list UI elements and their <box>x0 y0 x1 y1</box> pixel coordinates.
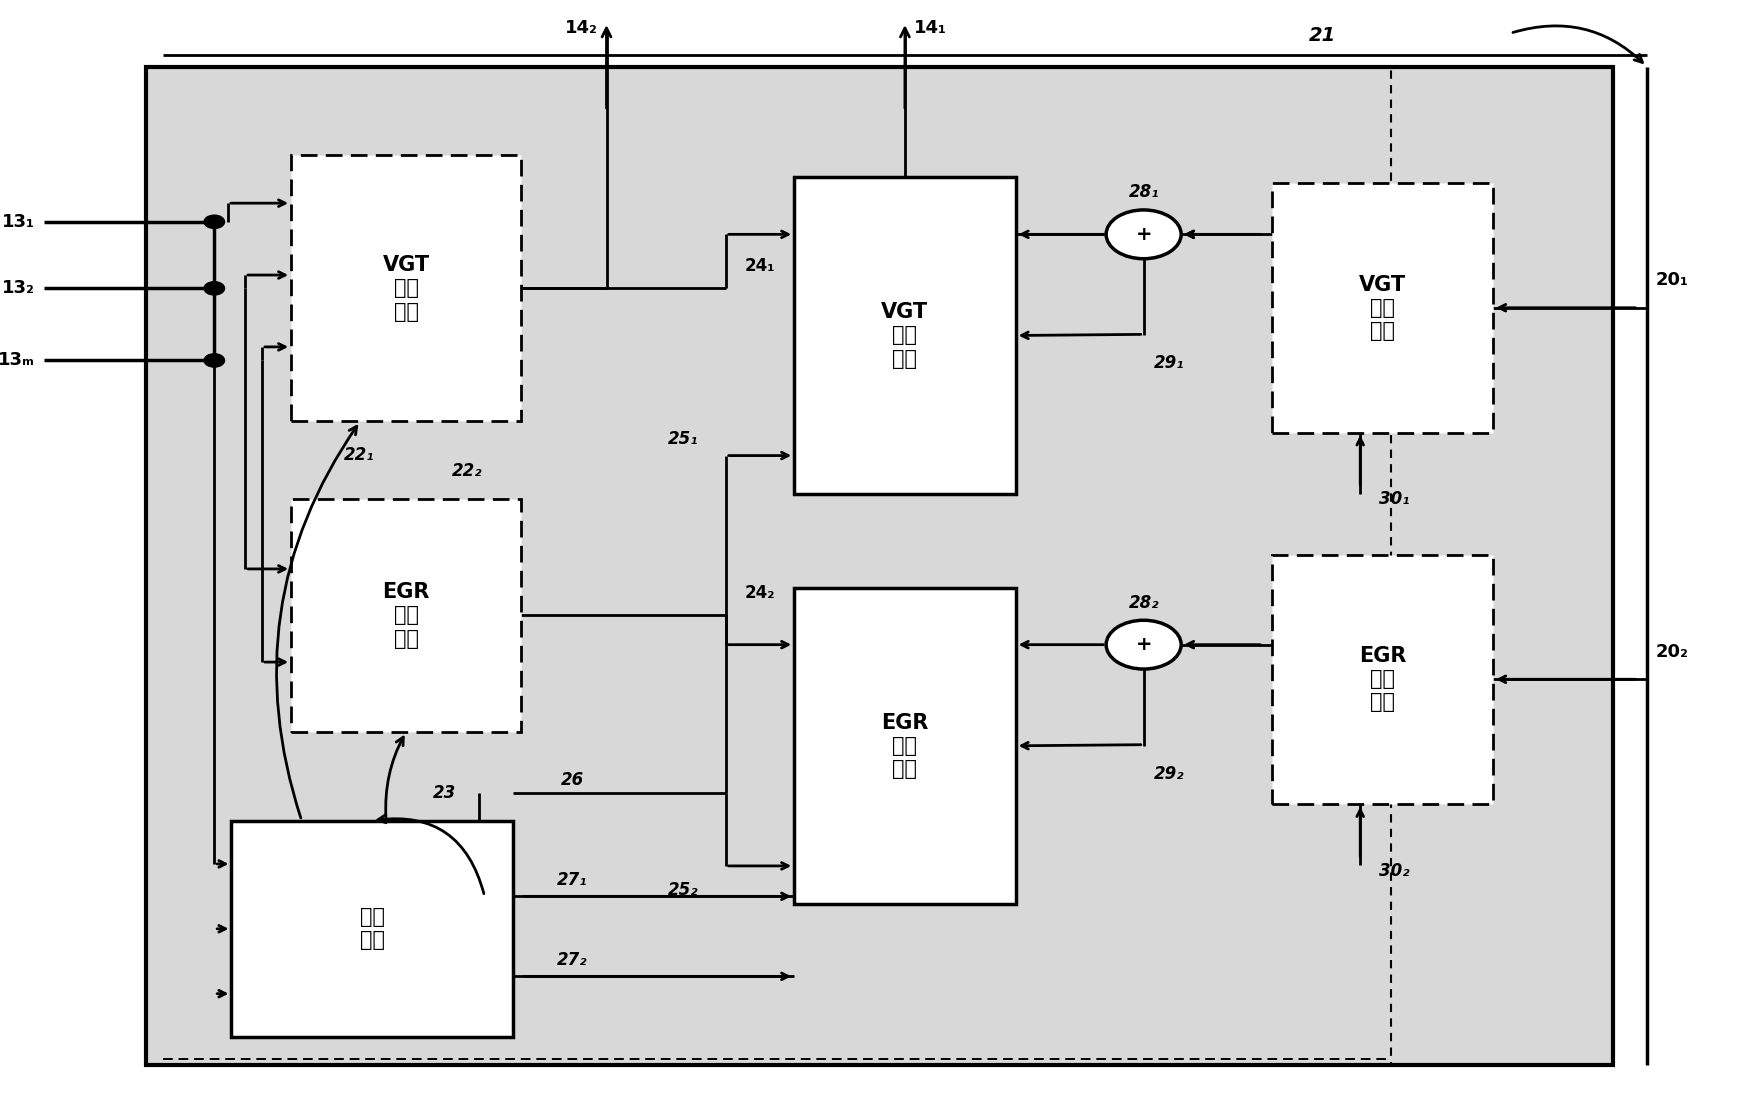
Text: 24₂: 24₂ <box>745 584 774 602</box>
Text: 21: 21 <box>1308 26 1335 45</box>
Text: 30₂: 30₂ <box>1377 862 1409 879</box>
Text: 20₂: 20₂ <box>1655 642 1689 661</box>
Text: 27₂: 27₂ <box>558 950 587 969</box>
Text: 24₁: 24₁ <box>745 257 774 275</box>
Text: 20₁: 20₁ <box>1655 271 1689 289</box>
Text: 25₁: 25₁ <box>668 430 697 448</box>
Text: EGR
闭环
控制: EGR 闭环 控制 <box>1358 647 1405 712</box>
Circle shape <box>205 215 224 228</box>
Text: +: + <box>1134 635 1152 654</box>
Text: 13₂: 13₂ <box>2 279 35 297</box>
Text: 13ₘ: 13ₘ <box>0 352 35 369</box>
Text: VGT
闭环
控制: VGT 闭环 控制 <box>1358 275 1405 340</box>
Text: VGT
开环
控制: VGT 开环 控制 <box>383 255 430 322</box>
Text: 29₂: 29₂ <box>1154 764 1183 783</box>
Text: 30₁: 30₁ <box>1377 490 1409 508</box>
Bar <box>290 499 521 732</box>
Bar <box>147 67 1390 1065</box>
Text: +: + <box>1134 225 1152 244</box>
Circle shape <box>1105 620 1180 669</box>
Bar <box>794 177 1016 494</box>
Bar <box>1271 183 1493 433</box>
Text: 23: 23 <box>434 784 456 802</box>
Text: 28₁: 28₁ <box>1127 183 1159 201</box>
Bar <box>794 588 1016 904</box>
Text: 状态
监控: 状态 监控 <box>360 907 385 950</box>
Text: 14₁: 14₁ <box>914 19 946 37</box>
Text: VGT
切换
模块: VGT 切换 模块 <box>881 303 928 368</box>
Text: EGR
开环
控制: EGR 开环 控制 <box>383 582 430 649</box>
Text: 13₁: 13₁ <box>2 213 35 231</box>
Text: 26: 26 <box>561 771 584 788</box>
Bar <box>290 155 521 421</box>
Circle shape <box>1105 210 1180 258</box>
Circle shape <box>205 282 224 295</box>
Text: 29₁: 29₁ <box>1154 354 1183 373</box>
Text: 22₁: 22₁ <box>344 446 374 464</box>
Bar <box>1271 554 1493 804</box>
Text: 22₂: 22₂ <box>451 462 482 480</box>
Bar <box>231 821 512 1037</box>
Text: 14₂: 14₂ <box>565 19 598 37</box>
Text: 28₂: 28₂ <box>1127 593 1159 611</box>
Text: 25₂: 25₂ <box>668 882 697 899</box>
Text: 27₁: 27₁ <box>558 871 587 888</box>
Bar <box>147 67 1612 1065</box>
Text: EGR
切换
模块: EGR 切换 模块 <box>881 713 928 779</box>
Circle shape <box>205 354 224 367</box>
